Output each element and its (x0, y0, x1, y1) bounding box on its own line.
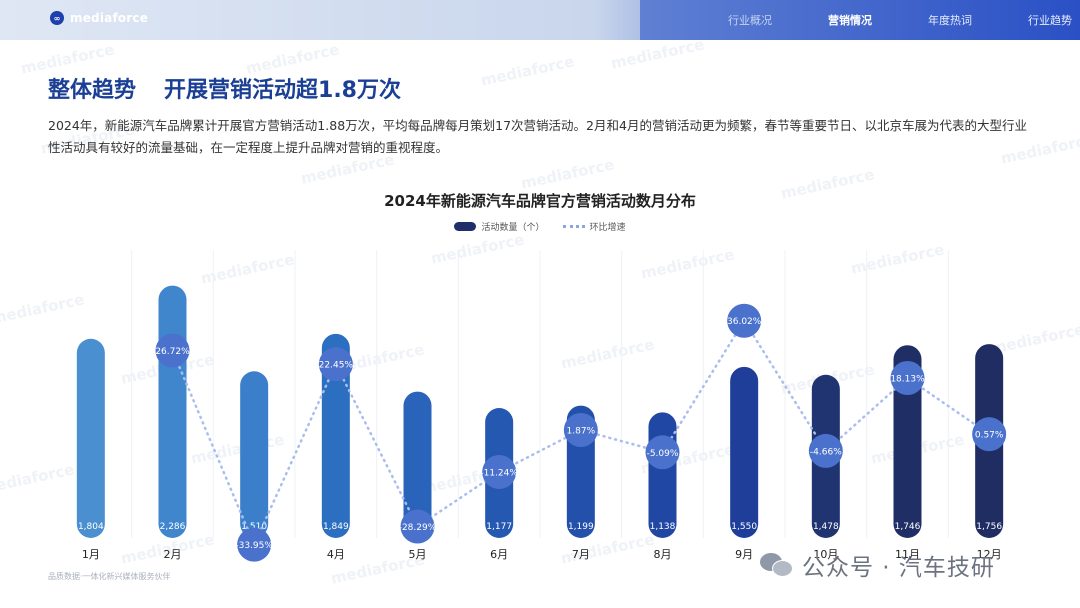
footer-note: 品质数据·一体化新兴媒体服务伙伴 (48, 572, 171, 581)
bar-value-label: 1,849 (323, 522, 349, 532)
chart-plot: 1,8041月2,2862月1,5103月1,8494月1,3265月1,177… (76, 250, 1007, 562)
growth-bubble (808, 433, 843, 468)
growth-bubble (972, 417, 1007, 452)
tab-annual-hot-words[interactable]: 年度热词 (928, 14, 972, 27)
legend-line-swatch (562, 225, 585, 228)
watermark-text: mediaforce (479, 52, 576, 90)
x-tick-label: 2月 (164, 548, 182, 561)
growth-value-label: 36.02% (727, 317, 762, 327)
watermark-text: mediaforce (519, 155, 616, 193)
legend-label-growth: 环比增速 (589, 223, 626, 233)
bar-value-label: 1,199 (568, 522, 594, 532)
x-tick-label: 7月 (572, 548, 590, 561)
brand-icon: ∞ (50, 11, 64, 25)
growth-value-label: -5.09% (647, 449, 679, 459)
wechat-tag: 公众号 · 汽车技研 (760, 548, 995, 582)
growth-value-label: 0.57% (975, 431, 1004, 441)
x-tick-label: 9月 (735, 548, 753, 561)
bar-2月 (158, 285, 187, 538)
growth-bubble (482, 454, 517, 489)
legend-bar-swatch (454, 222, 477, 231)
legend-item-count: 活动数量（个） (454, 220, 545, 233)
bar-value-label: 1,804 (78, 522, 104, 532)
x-tick-label: 5月 (409, 548, 427, 561)
legend-item-growth: 环比增速 (562, 220, 626, 233)
intro-paragraph: 2024年，新能源汽车品牌累计开展官方营销活动1.88万次，平均每品牌每月策划1… (48, 118, 1027, 155)
chart-legend: 活动数量（个） 环比增速 (0, 220, 1080, 233)
x-tick-label: 11月 (895, 548, 920, 561)
watermark-text: mediaforce (609, 35, 706, 73)
growth-bubble (237, 527, 272, 562)
growth-value-label: 22.45% (319, 361, 354, 371)
wechat-icon (760, 551, 794, 579)
growth-bubble (400, 509, 435, 544)
x-tick-label: 10月 (813, 548, 838, 561)
page-title: 整体趋势 开展营销活动超1.8万次 (48, 72, 401, 104)
growth-value-label: 26.72% (155, 347, 190, 357)
x-tick-label: 4月 (327, 548, 345, 561)
bar-value-label: 1,138 (650, 522, 676, 532)
growth-bubble (727, 303, 762, 338)
tab-industry-trends[interactable]: 行业趋势 (1028, 14, 1072, 27)
bar-value-label: 1,177 (486, 522, 512, 532)
tab-marketing[interactable]: 营销情况 (828, 14, 872, 27)
bar-value-label: 1,756 (976, 522, 1002, 532)
bar-value-label: 1,510 (241, 522, 267, 532)
growth-bubble (155, 333, 190, 368)
growth-value-label: -28.29% (399, 523, 437, 533)
growth-bubble (318, 347, 353, 382)
growth-bubble (563, 413, 598, 448)
bar-3月 (240, 371, 269, 538)
bar-value-label: 1,746 (895, 522, 921, 532)
bar-9月 (730, 366, 759, 538)
bar-value-label: 2,286 (160, 522, 186, 532)
x-tick-label: 1月 (82, 548, 100, 561)
bar-value-label: 1,478 (813, 522, 839, 532)
title-part-2: 开展营销活动超1.8万次 (164, 78, 401, 103)
growth-bubble (890, 360, 925, 395)
growth-value-label: 1.87% (567, 427, 596, 437)
x-tick-label: 6月 (490, 548, 508, 561)
top-nav-bar: ∞ mediaforce 行业概况 营销情况 年度热词 行业趋势 (0, 0, 1080, 40)
growth-value-label: -11.24% (480, 468, 518, 478)
growth-value-label: 18.13% (890, 374, 925, 384)
bar-4月 (321, 333, 350, 538)
tab-industry-overview[interactable]: 行业概况 (728, 14, 772, 27)
bar-8月 (648, 412, 677, 538)
wechat-label: 公众号 · 汽车技研 (802, 555, 995, 581)
growth-bubble (645, 435, 680, 470)
nav-background (640, 0, 1080, 40)
chart-title: 2024年新能源汽车品牌官方营销活动数月分布 (384, 192, 696, 210)
brand-logo: ∞ mediaforce (50, 11, 148, 25)
growth-value-label: -33.95% (235, 541, 273, 551)
bar-1月 (76, 338, 105, 538)
bar-value-label: 1,550 (731, 522, 757, 532)
x-tick-label: 8月 (654, 548, 672, 561)
legend-label-count: 活动数量（个） (481, 223, 545, 233)
brand-name: mediaforce (70, 11, 149, 25)
bar-5月 (403, 391, 432, 538)
growth-value-label: -4.66% (810, 447, 842, 457)
title-part-1: 整体趋势 (48, 78, 137, 103)
x-tick-label: 12月 (977, 548, 1002, 561)
